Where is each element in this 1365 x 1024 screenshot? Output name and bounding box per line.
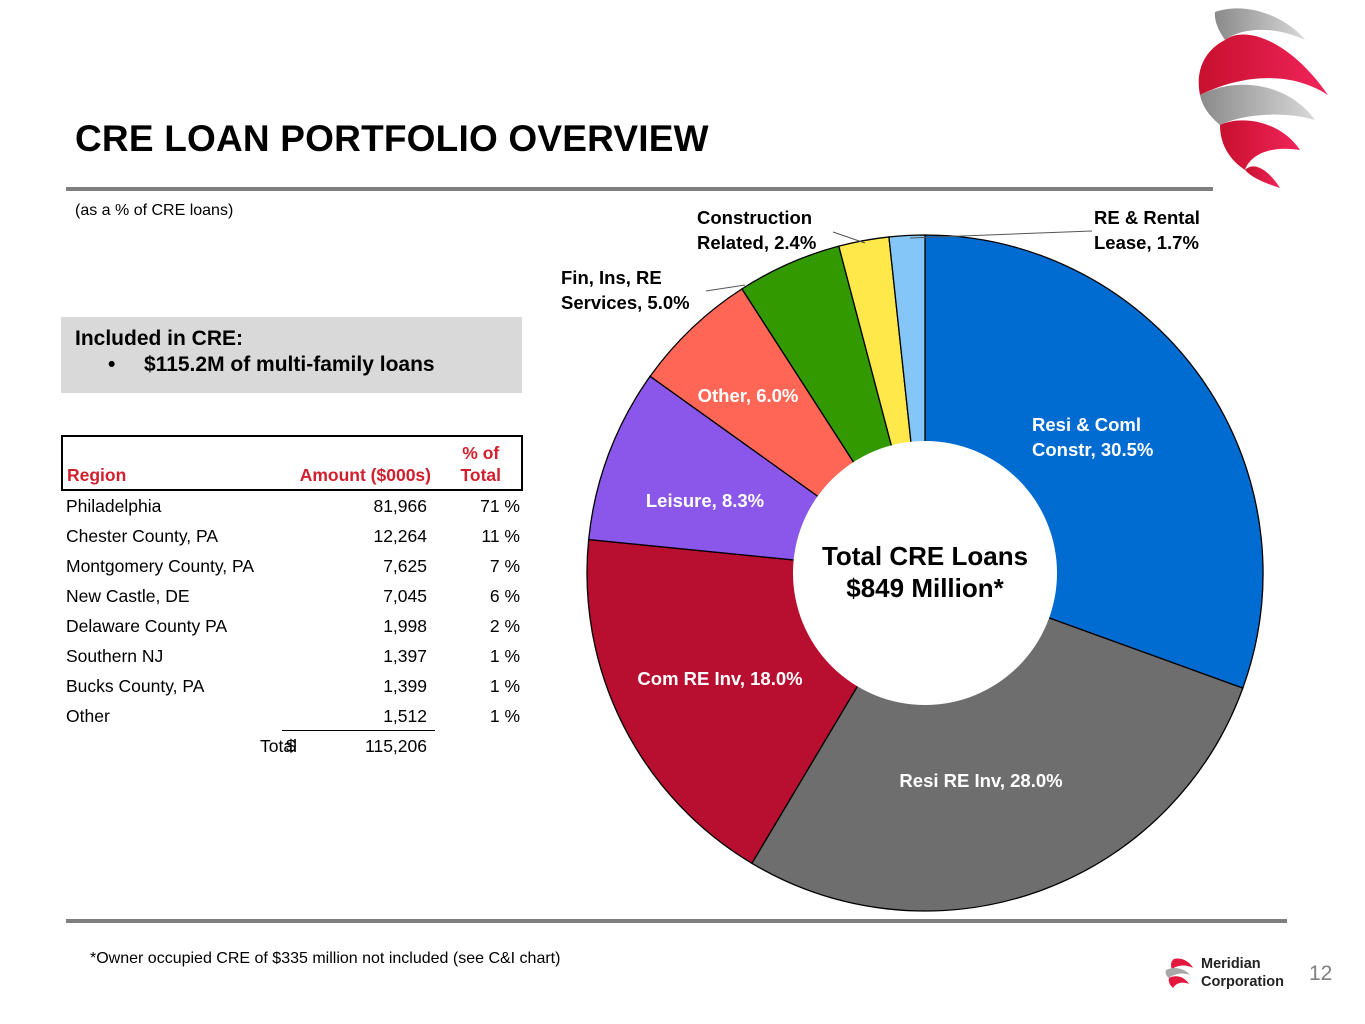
subtitle: (as a % of CRE loans) (75, 202, 234, 219)
table-row: Philadelphia 81,966 71 % (61, 491, 523, 521)
region-cell: Montgomery County, PA (66, 556, 255, 576)
page-number: 12 (1309, 962, 1333, 985)
header-pct: % of Total (460, 442, 501, 486)
region-cell: Chester County, PA (66, 526, 219, 546)
amount-cell: 1,397 (383, 646, 427, 666)
footer-brand-line1: Meridian (1201, 956, 1261, 972)
slice-label: Other, 6.0% (698, 385, 799, 406)
amount-cell: 12,264 (373, 526, 427, 546)
table-row: Bucks County, PA 1,399 1 % (61, 671, 523, 701)
total-amount: 115,206 (365, 736, 427, 756)
header-amount: Amount ($000s) (299, 465, 431, 485)
slice-label: Resi RE Inv, 28.0% (899, 770, 1062, 791)
footer-divider (66, 919, 1287, 923)
callout-heading: Included in CRE: (75, 327, 243, 350)
table-row: Other 1,512 1 % (61, 701, 523, 731)
slice-label: Resi & Coml Constr, 30.5% (1032, 414, 1153, 460)
pct-cell: 1 % (489, 646, 520, 666)
footer-brand-name: Meridian Corporation (1201, 955, 1284, 991)
slice-label-line1: RE & Rental (1094, 207, 1200, 228)
region-cell: Other (66, 706, 110, 726)
table-total-row: Total $ 115,206 (61, 731, 523, 761)
footer-logo-icon (1165, 958, 1193, 988)
center-label-line1: Total CRE Loans (822, 541, 1028, 571)
amount-cell: 1,512 (383, 706, 427, 726)
pct-cell: 71 % (480, 496, 520, 516)
region-cell: Bucks County, PA (66, 676, 205, 696)
leader-line (909, 230, 1093, 239)
pct-cell: 2 % (489, 616, 520, 636)
slice-label-line2: Constr, 30.5% (1032, 439, 1153, 460)
slice-label-line1: Fin, Ins, RE (561, 267, 662, 288)
amount-cell: 1,998 (383, 616, 427, 636)
pct-cell: 1 % (489, 706, 520, 726)
donut-hole (793, 441, 1057, 705)
pct-cell: 11 % (481, 526, 520, 546)
region-cell: Philadelphia (66, 496, 162, 516)
meridian-logo-icon (1198, 8, 1328, 188)
slice-label-line1: Resi RE Inv, 28.0% (899, 770, 1062, 791)
slice-label: Com RE Inv, 18.0% (637, 668, 802, 689)
page-title: CRE LOAN PORTFOLIO OVERVIEW (75, 118, 709, 159)
slice-label: Leisure, 8.3% (646, 490, 764, 511)
table-row: Montgomery County, PA 7,625 7 % (61, 551, 523, 581)
amount-cell: 1,399 (383, 676, 427, 696)
donut-slice (750, 572, 1244, 912)
slice-label-line1: Leisure, 8.3% (646, 490, 764, 511)
callout-bullet-text: $115.2M of multi-family loans (144, 353, 435, 376)
total-currency: $ (286, 736, 296, 756)
slice-label-line1: Other, 6.0% (698, 385, 799, 406)
slice-label-line2: Lease, 1.7% (1094, 232, 1199, 253)
region-cell: New Castle, DE (66, 586, 190, 606)
leader-line (832, 231, 866, 244)
slice-label-line1: Construction (697, 207, 812, 228)
header-region: Region (67, 465, 127, 485)
callout-bullet-row: • $115.2M of multi-family loans (75, 353, 508, 377)
footer-brand-line2: Corporation (1201, 974, 1284, 990)
table-row: Delaware County PA 1,998 2 % (61, 611, 523, 641)
slice-label-line1: Resi & Coml (1032, 414, 1141, 435)
slice-label: Fin, Ins, RE Services, 5.0% (561, 267, 690, 313)
amount-cell: 7,625 (383, 556, 427, 576)
slice-label-line2: Related, 2.4% (697, 232, 816, 253)
header-pct-line2: Total (460, 465, 501, 485)
leader-line (705, 284, 746, 292)
bullet-icon: • (108, 353, 116, 376)
slice-label: Construction Related, 2.4% (697, 207, 816, 253)
pct-cell: 7 % (489, 556, 520, 576)
table-row: Southern NJ 1,397 1 % (61, 641, 523, 671)
slice-label: RE & Rental Lease, 1.7% (1094, 207, 1200, 253)
table-header: Region Amount ($000s) % of Total (61, 435, 523, 491)
footer-brand: Meridian Corporation (1160, 955, 1300, 995)
region-table: Region Amount ($000s) % of Total Philade… (61, 435, 523, 761)
title-divider (66, 187, 1213, 191)
table-row: Chester County, PA 12,264 11 % (61, 521, 523, 551)
subtotal-rule (282, 730, 435, 731)
cre-callout-box: Included in CRE: • $115.2M of multi-fami… (61, 317, 522, 393)
slice-label-line1: Com RE Inv, 18.0% (637, 668, 802, 689)
total-label: Total (260, 736, 297, 756)
amount-cell: 81,966 (373, 496, 427, 516)
region-cell: Southern NJ (66, 646, 164, 666)
pct-cell: 6 % (489, 586, 520, 606)
pct-cell: 1 % (489, 676, 520, 696)
footnote: *Owner occupied CRE of $335 million not … (90, 950, 561, 967)
center-label-line2: $849 Million* (846, 573, 1004, 603)
slice-label-line2: Services, 5.0% (561, 292, 690, 313)
region-cell: Delaware County PA (66, 616, 228, 636)
amount-cell: 7,045 (383, 586, 427, 606)
table-body: Philadelphia 81,966 71 % Chester County, PA… (61, 491, 523, 731)
table-row: New Castle, DE 7,045 6 % (61, 581, 523, 611)
header-pct-line1: % of (462, 443, 500, 463)
